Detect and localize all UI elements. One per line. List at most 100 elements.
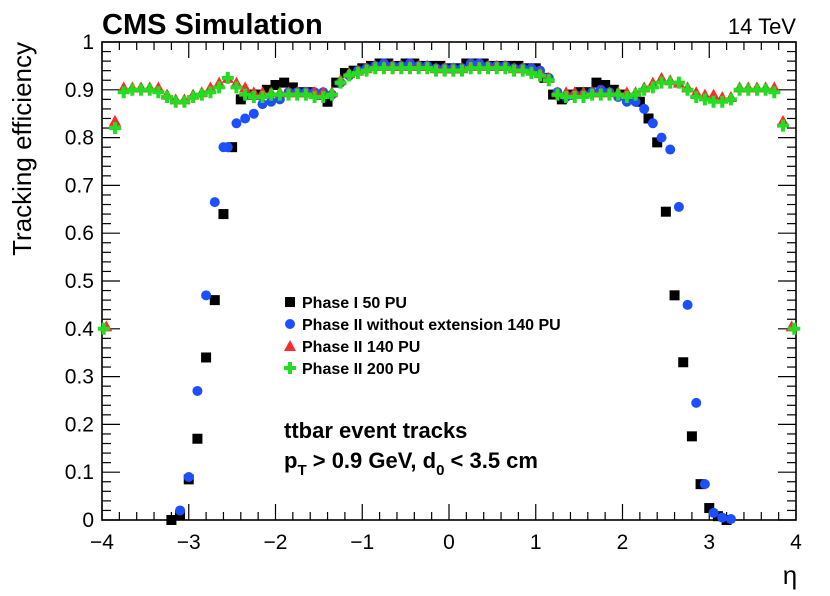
data-point <box>175 505 186 516</box>
data-point <box>192 385 203 396</box>
data-point <box>664 76 677 89</box>
data-point <box>759 83 772 96</box>
data-point <box>152 86 165 99</box>
data-point <box>351 67 364 80</box>
annotation-pt-cut: > 0.9 GeV, d <box>307 448 436 473</box>
data-point <box>183 471 194 482</box>
data-point <box>109 114 122 126</box>
data-point <box>665 144 676 155</box>
data-point <box>591 77 602 88</box>
data-point <box>218 209 229 220</box>
data-point <box>508 64 521 77</box>
annotation-d0-subscript: 0 <box>436 462 444 479</box>
data-point <box>299 88 312 101</box>
data-point <box>707 88 720 100</box>
data-point <box>248 108 259 119</box>
x-axis-title: η <box>783 560 797 590</box>
data-point <box>438 64 451 77</box>
annotation-pt: p <box>284 448 297 473</box>
data-point <box>279 77 290 88</box>
data-point <box>682 299 693 310</box>
data-point <box>239 88 252 101</box>
data-series <box>97 58 801 525</box>
data-point <box>473 62 486 75</box>
data-point <box>231 118 242 129</box>
y-tick-label: 0.2 <box>65 413 94 436</box>
annotation-cuts: pT > 0.9 GeV, d0 < 3.5 cm <box>284 448 538 479</box>
legend-label: Phase II without extension 140 PU <box>302 317 561 334</box>
data-point <box>652 137 663 148</box>
x-tick-label: −2 <box>264 531 288 554</box>
y-tick-label: 0.9 <box>65 79 94 102</box>
x-tick-label: 4 <box>790 531 802 554</box>
data-point <box>691 397 702 408</box>
data-point <box>656 132 667 143</box>
data-point <box>560 90 573 103</box>
data-point <box>287 82 298 93</box>
x-tick-label: 0 <box>443 531 455 554</box>
data-point <box>317 90 330 103</box>
legend-marker <box>285 297 295 307</box>
data-point <box>699 479 710 490</box>
y-tick-label: 0 <box>82 509 94 532</box>
y-tick-label: 0.3 <box>65 366 94 389</box>
data-point <box>551 88 564 101</box>
data-point <box>629 88 642 101</box>
data-point <box>412 62 425 75</box>
data-point <box>542 74 555 87</box>
y-tick-label: 1 <box>82 31 94 54</box>
x-axis-tick-labels: −4 −3 −2 −1 0 1 2 3 4 <box>90 531 802 554</box>
data-point <box>516 64 529 77</box>
data-point <box>282 88 295 101</box>
chart-title: CMS Simulation <box>102 9 323 41</box>
data-point <box>603 88 616 101</box>
data-point <box>169 95 182 108</box>
data-point <box>240 113 251 124</box>
data-point <box>266 96 277 107</box>
annotation-process: ttbar event tracks <box>284 418 467 443</box>
data-point <box>429 64 442 77</box>
annotation-pt-subscript: T <box>297 462 306 479</box>
energy-label: 14 TeV <box>728 14 796 39</box>
data-point <box>707 95 720 108</box>
data-point <box>257 99 268 110</box>
data-point <box>717 512 728 523</box>
legend-marker <box>284 340 296 351</box>
data-point <box>733 83 746 96</box>
data-point <box>643 113 654 124</box>
data-point <box>334 76 347 89</box>
data-point <box>201 352 212 363</box>
y-axis-title: Tracking efficiency <box>7 42 37 256</box>
data-point <box>686 431 697 442</box>
data-point <box>135 83 148 96</box>
y-tick-label: 0.1 <box>65 461 94 484</box>
data-point <box>403 62 416 75</box>
data-point <box>239 81 252 93</box>
data-point <box>204 86 217 99</box>
x-tick-label: −1 <box>350 531 374 554</box>
legend-label: Phase II 140 PU <box>302 339 420 356</box>
data-point <box>213 81 226 94</box>
data-point <box>669 290 680 301</box>
data-point <box>377 62 390 75</box>
y-tick-label: 0.5 <box>65 270 94 293</box>
data-point <box>499 62 512 75</box>
data-point <box>646 81 659 94</box>
y-tick-label: 0.4 <box>65 318 95 341</box>
data-point <box>273 88 286 101</box>
data-point <box>166 515 177 525</box>
data-point <box>235 94 246 105</box>
data-point <box>343 69 356 82</box>
data-point <box>456 64 469 77</box>
annotation-d0-cut: < 3.5 cm <box>444 448 538 473</box>
data-point <box>201 290 212 301</box>
legend-label: Phase II 200 PU <box>302 361 420 378</box>
y-axis-ticks <box>102 41 796 521</box>
data-point <box>600 80 611 91</box>
data-point <box>525 67 538 80</box>
data-point <box>776 119 789 132</box>
data-point <box>698 93 711 106</box>
data-point <box>678 357 689 368</box>
